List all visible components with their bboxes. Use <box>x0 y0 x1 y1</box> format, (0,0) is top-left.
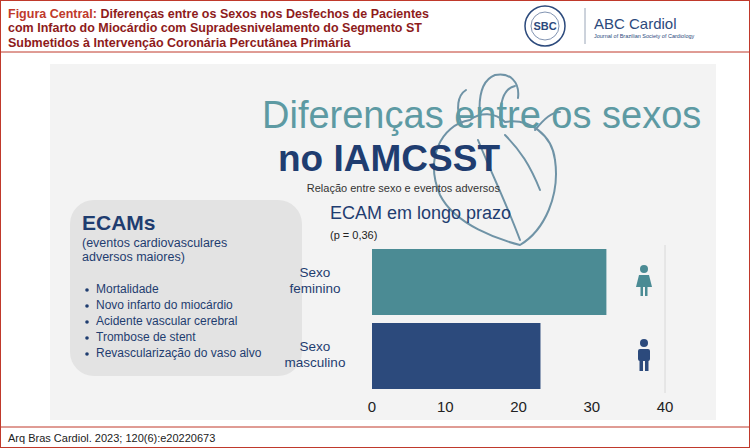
person-icon <box>638 339 650 371</box>
chart-title: ECAM em longo prazo <box>330 203 511 224</box>
bar <box>372 323 540 389</box>
range-end <box>665 245 666 393</box>
tick-label: 0 <box>368 398 376 415</box>
definition-box <box>70 200 302 376</box>
bullet <box>85 304 89 308</box>
logo-sbc: SBC <box>525 20 565 33</box>
tick-label: 30 <box>583 398 600 415</box>
icon-head <box>640 339 648 347</box>
bullet <box>85 352 89 356</box>
tick-label: 10 <box>437 398 454 415</box>
definition-item: Revascularização do vaso alvo <box>96 347 261 361</box>
bullet <box>85 320 89 324</box>
header-rule <box>0 52 750 53</box>
icon-leg <box>640 360 644 371</box>
bullet <box>85 336 89 340</box>
figure: 0 10 20 30 40 Figura Central: Diferenças entr… <box>0 0 750 448</box>
footer-rule <box>0 427 750 428</box>
chart-subtitle: (p = 0,36) <box>330 229 377 242</box>
icon-leg <box>641 287 644 296</box>
outer-frame <box>1 1 750 448</box>
category-label: Sexo masculino <box>282 339 348 370</box>
definition-item: Trombose de stent <box>96 331 196 345</box>
icon-body <box>638 349 650 361</box>
header-title: Figura Central: Diferenças entre os Sexo… <box>8 7 458 50</box>
logo-sep <box>585 8 586 44</box>
icon-leg <box>645 360 649 371</box>
definition-item: Acidente vascular cerebral <box>96 315 237 329</box>
person-icon <box>636 265 652 296</box>
icon-head <box>640 265 648 273</box>
icon-body <box>636 275 652 287</box>
logo-abc: ABC Cardiol <box>594 15 677 32</box>
tick-mark <box>372 393 373 395</box>
category-label: Sexo feminino <box>282 265 348 296</box>
definition-subtitle: (eventos cardiovasculares adversos maior… <box>82 236 257 265</box>
definition-title: ECAMs <box>82 211 156 235</box>
tick-mark <box>445 393 446 395</box>
icon-leg <box>645 287 648 296</box>
tick-mark <box>665 393 666 395</box>
bullet <box>85 288 89 292</box>
logo-circle <box>525 6 565 46</box>
bars <box>372 249 606 389</box>
logo-journal: Journal of Brazilian Society of Cardiolo… <box>594 33 694 39</box>
headline-sub: Relação entre sexo e eventos adversos <box>300 182 500 195</box>
tick-mark <box>518 393 519 395</box>
tick-label: 40 <box>657 398 674 415</box>
definition-item: Mortalidade <box>96 283 159 297</box>
bar <box>372 249 606 315</box>
header-label: Figura Central: <box>8 7 97 21</box>
headline-2: no IAMCSST <box>272 138 500 181</box>
tick-mark <box>591 393 592 395</box>
tick-label: 20 <box>510 398 527 415</box>
headline-1: Diferenças entre os sexos <box>262 94 701 138</box>
space <box>97 7 100 21</box>
footer-citation: Arq Bras Cardiol. 2023; 120(6):e20220673 <box>8 432 215 445</box>
definition-item: Novo infarto do miocárdio <box>96 299 233 313</box>
heart-groove2 <box>505 135 540 190</box>
main-panel <box>50 64 716 420</box>
